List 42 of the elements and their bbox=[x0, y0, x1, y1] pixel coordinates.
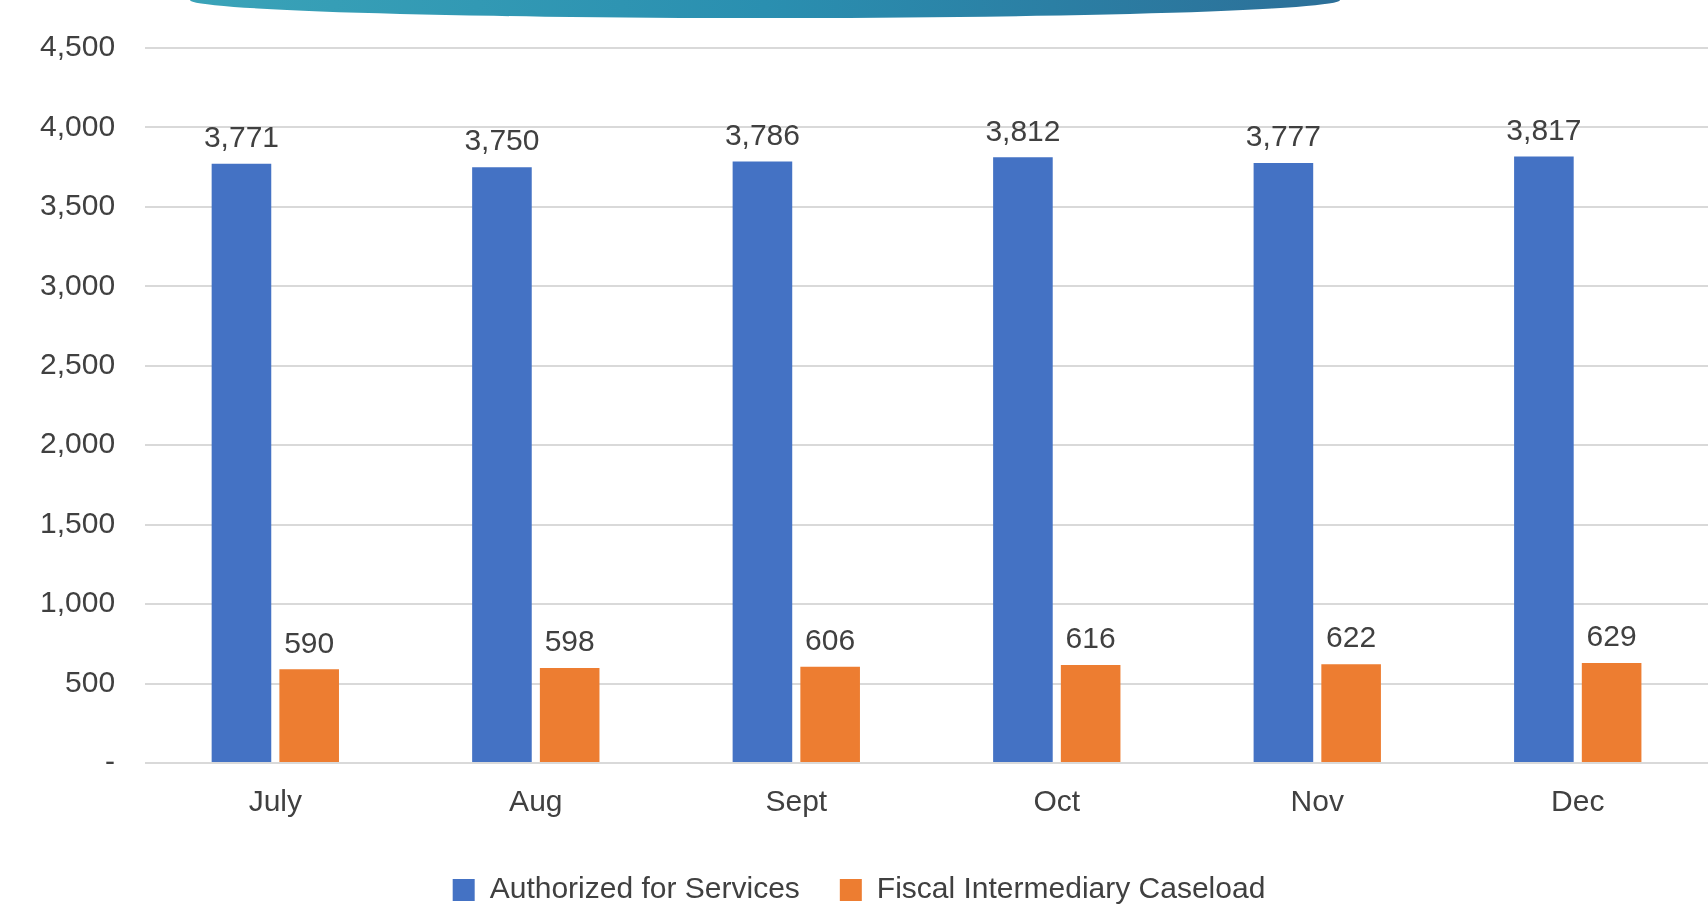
y-tick-label: 3,000 bbox=[40, 267, 116, 301]
y-tick-label: 2,500 bbox=[40, 347, 116, 381]
y-tick-label: 1,500 bbox=[40, 505, 116, 539]
bar bbox=[1321, 664, 1381, 762]
x-tick-label: July bbox=[248, 784, 302, 818]
bar bbox=[993, 157, 1053, 762]
bar bbox=[1514, 156, 1574, 762]
data-label: 616 bbox=[1065, 621, 1116, 655]
x-tick-label: Sept bbox=[765, 784, 828, 818]
data-label: 3,777 bbox=[1245, 119, 1321, 153]
y-tick-label: 4,000 bbox=[40, 108, 116, 142]
y-tick-label: - bbox=[105, 744, 116, 778]
bar bbox=[1253, 162, 1314, 762]
data-label: 3,817 bbox=[1506, 112, 1582, 146]
data-label: 3,750 bbox=[464, 123, 540, 157]
legend-label: Fiscal Intermediary Caseload bbox=[876, 871, 1266, 905]
y-tick-label: 500 bbox=[65, 664, 116, 698]
y-tick-label: 1,000 bbox=[40, 585, 116, 619]
data-label: 590 bbox=[284, 625, 335, 659]
x-tick-label: Nov bbox=[1290, 784, 1344, 818]
x-tick-label: Aug bbox=[509, 784, 563, 818]
bar bbox=[472, 167, 532, 762]
x-tick-label: Oct bbox=[1033, 784, 1081, 818]
bar bbox=[211, 163, 272, 762]
y-tick-label: 2,000 bbox=[40, 426, 116, 460]
data-label: 606 bbox=[805, 622, 856, 656]
bar bbox=[1581, 663, 1642, 762]
data-label: 629 bbox=[1586, 619, 1637, 653]
x-tick-label: Dec bbox=[1551, 784, 1605, 818]
y-tick-label: 3,500 bbox=[40, 188, 116, 222]
bar bbox=[539, 667, 600, 762]
data-label: 622 bbox=[1326, 620, 1377, 654]
legend-label: Authorized for Services bbox=[489, 871, 800, 905]
bar bbox=[279, 669, 339, 762]
data-label: 3,771 bbox=[203, 120, 279, 154]
bar bbox=[732, 161, 793, 762]
bar bbox=[800, 666, 860, 762]
data-label: 3,812 bbox=[985, 113, 1061, 147]
data-label: 598 bbox=[544, 624, 595, 658]
bar bbox=[1060, 665, 1121, 762]
y-tick-label: 4,500 bbox=[40, 29, 116, 63]
data-label: 3,786 bbox=[724, 117, 800, 151]
